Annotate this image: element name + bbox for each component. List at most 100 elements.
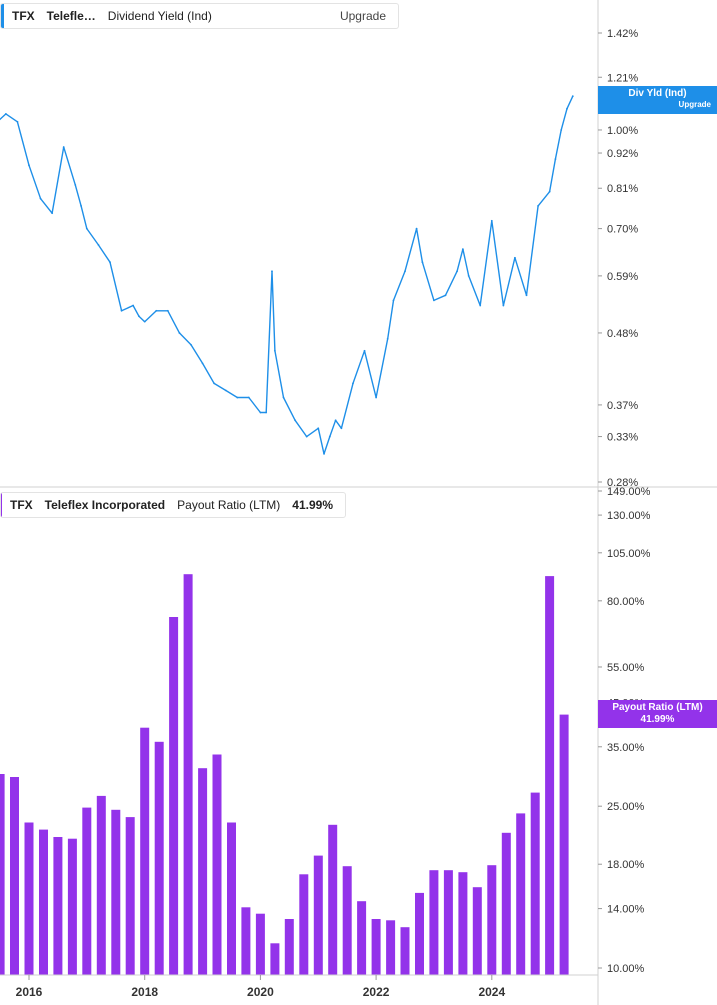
yield-point	[16, 120, 19, 123]
yield-point	[421, 261, 424, 264]
yield-point	[328, 435, 331, 438]
y-tick-label: 0.81%	[607, 183, 638, 195]
payout-bar	[169, 617, 179, 975]
yield-point	[340, 427, 343, 430]
payout-bar	[545, 576, 555, 975]
y-tick-label: 1.21%	[607, 72, 638, 84]
x-tick-label: 2022	[363, 985, 390, 999]
yield-point	[80, 204, 82, 207]
yield-point	[502, 304, 505, 307]
yield-point	[461, 248, 464, 251]
yield-point	[224, 389, 227, 392]
yield-point	[566, 107, 568, 110]
yield-point	[201, 362, 204, 365]
yield-point	[456, 270, 458, 273]
yield-point	[548, 190, 551, 193]
yield-point	[560, 129, 563, 131]
legend-color-swatch	[1, 493, 2, 517]
yield-point	[236, 396, 239, 399]
yield-point	[166, 309, 169, 312]
upgrade-link[interactable]: Upgrade	[339, 9, 386, 23]
legend-ticker: TFX	[9, 498, 33, 512]
yield-point	[273, 349, 276, 352]
payout-bar	[472, 887, 482, 975]
y-tick-label: 55.00%	[607, 662, 645, 674]
yield-point	[490, 219, 493, 222]
y-tick-label: 0.59%	[607, 271, 638, 283]
x-tick-label: 2018	[131, 985, 158, 999]
payout-bar	[313, 855, 323, 975]
payout-bar	[154, 741, 164, 975]
yield-point	[525, 294, 528, 297]
yield-point	[294, 419, 297, 422]
tag-label: Payout Ratio (LTM)	[612, 702, 703, 713]
yield-point	[514, 256, 516, 259]
yield-point	[554, 158, 557, 161]
yield-point	[537, 204, 539, 207]
yield-point	[363, 349, 366, 352]
y-tick-label: 0.33%	[607, 432, 638, 444]
yield-point	[433, 299, 435, 302]
payout-bar	[67, 838, 77, 975]
y-tick-label: 35.00%	[607, 742, 645, 754]
yield-point	[259, 411, 262, 414]
yield-point	[334, 419, 337, 422]
y-tick-label: 14.00%	[607, 904, 645, 916]
yield-point	[305, 435, 308, 438]
payout-bar	[516, 813, 526, 975]
legend-company-name: Telefle…	[46, 9, 96, 23]
payout-bar	[270, 943, 280, 975]
yield-point	[74, 183, 77, 186]
yield-point	[132, 304, 135, 307]
legend-company-name: Teleflex Incorporated	[44, 498, 166, 512]
y-tick-label: 0.37%	[607, 400, 638, 412]
x-tick-label: 2016	[16, 985, 43, 999]
payout-bar	[501, 832, 511, 975]
yield-point	[247, 396, 250, 399]
y-tick-label: 0.70%	[607, 224, 638, 236]
payout-bar	[429, 870, 439, 975]
yield-point	[213, 382, 216, 385]
payout-bar	[342, 866, 352, 975]
x-tick-label: 2020	[247, 985, 274, 999]
yield-point	[352, 382, 354, 385]
yield-point	[143, 320, 146, 323]
y-tick-label: 0.28%	[607, 477, 638, 489]
legend-metric: Payout Ratio (LTM)	[177, 498, 281, 512]
payout-bar	[39, 829, 48, 975]
payout-bar	[371, 919, 381, 975]
yield-point	[62, 146, 65, 148]
dividend-yield-panel	[0, 95, 574, 455]
yield-point	[190, 343, 192, 346]
legend-value: 41.99%	[292, 498, 333, 512]
payout-bar	[0, 774, 5, 975]
yield-point	[28, 164, 30, 167]
legend-payout-ratio[interactable]: TFX Teleflex Incorporated Payout Ratio (…	[0, 492, 346, 518]
payout-bar	[241, 907, 251, 975]
yield-point	[386, 337, 389, 340]
legend-dividend-yield[interactable]: TFX Telefle… Dividend Yield (Ind) Upgrad…	[0, 3, 399, 29]
yield-point	[392, 299, 395, 302]
y-tick-label: 0.48%	[607, 328, 638, 340]
yield-point	[571, 95, 574, 98]
y-tick-label: 10.00%	[607, 963, 645, 975]
y-tick-label: 80.00%	[607, 596, 645, 608]
payout-bar	[530, 792, 540, 975]
yield-point	[138, 315, 140, 318]
yield-point	[51, 212, 54, 215]
yield-point	[323, 452, 325, 455]
yield-point	[4, 112, 7, 115]
yield-point	[97, 243, 100, 246]
yield-point	[155, 309, 158, 312]
yield-point	[415, 227, 418, 230]
yield-point	[271, 270, 273, 273]
y-tick-label: 149.00%	[607, 486, 651, 498]
x-tick-label: 2024	[478, 985, 505, 999]
payout-bar	[183, 574, 193, 975]
payout-bar	[227, 822, 236, 975]
payout-ratio-panel	[0, 574, 569, 975]
yield-point	[444, 294, 447, 297]
payout-bar	[357, 901, 367, 975]
payout-bar	[255, 913, 265, 975]
payout-bar	[487, 865, 497, 975]
